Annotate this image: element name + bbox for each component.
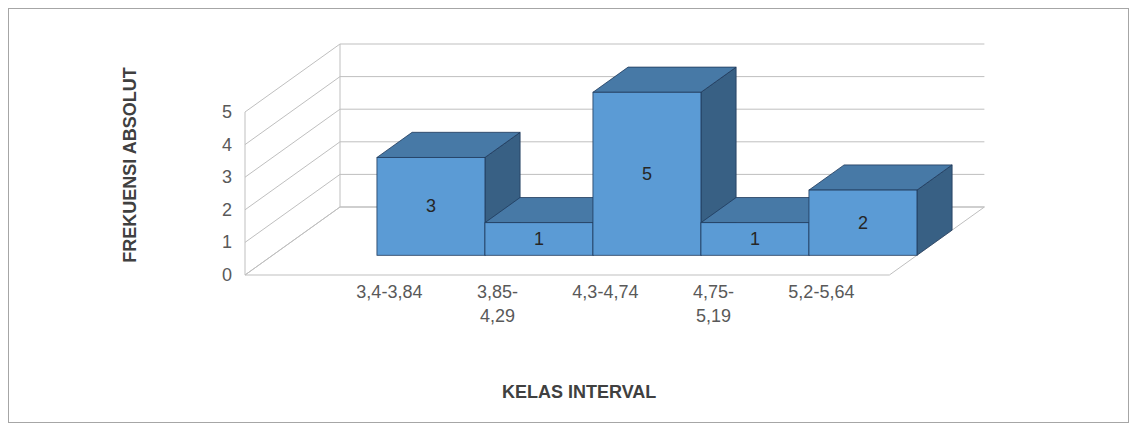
label-line: 5,19 [696, 306, 731, 326]
wall-edge [340, 44, 341, 207]
x-tick-label: 5,2-5,64 [788, 282, 854, 302]
wall-edge [245, 112, 246, 275]
label-line: 3,85- [477, 282, 518, 302]
bar-top [809, 165, 952, 190]
bars [377, 67, 952, 255]
bar [485, 223, 593, 256]
x-tick-label: 3,4-3,84 [356, 282, 422, 302]
label-line: 4,75- [693, 282, 734, 302]
y-tick-label: 3 [222, 167, 232, 187]
y-tick-label: 1 [222, 232, 232, 252]
bar [701, 223, 809, 256]
y-tick-label: 4 [222, 135, 232, 155]
bar [809, 190, 917, 255]
x-tick-label: 3,85- 4,29 [477, 282, 518, 326]
data-label: 1 [750, 229, 760, 249]
x-tick-label: 4,75- 5,19 [693, 282, 734, 326]
label-line: 4,29 [480, 306, 515, 326]
y-tick-label: 2 [222, 200, 232, 220]
data-label: 3 [426, 196, 436, 216]
x-axis-title: KELAS INTERVAL [502, 382, 656, 402]
y-axis-title: FREKUENSI ABSOLUT [120, 67, 140, 262]
bar [593, 92, 701, 255]
chart: 0 1 2 3 4 5 3 1 5 1 2 3,4-3,84 3,85- 4,29 4,3-4,74 4,75… [0, 0, 1137, 432]
data-label: 2 [858, 213, 868, 233]
bar-top [377, 132, 520, 157]
y-tick-label: 5 [222, 102, 232, 122]
chart-frame [9, 9, 1129, 423]
data-labels: 3 1 5 1 2 [426, 164, 868, 249]
x-tick-label: 4,3-4,74 [572, 282, 638, 302]
data-label: 5 [642, 164, 652, 184]
y-tick-label: 0 [222, 265, 232, 285]
bar [377, 157, 485, 255]
data-label: 1 [534, 229, 544, 249]
bar-top [593, 67, 736, 92]
